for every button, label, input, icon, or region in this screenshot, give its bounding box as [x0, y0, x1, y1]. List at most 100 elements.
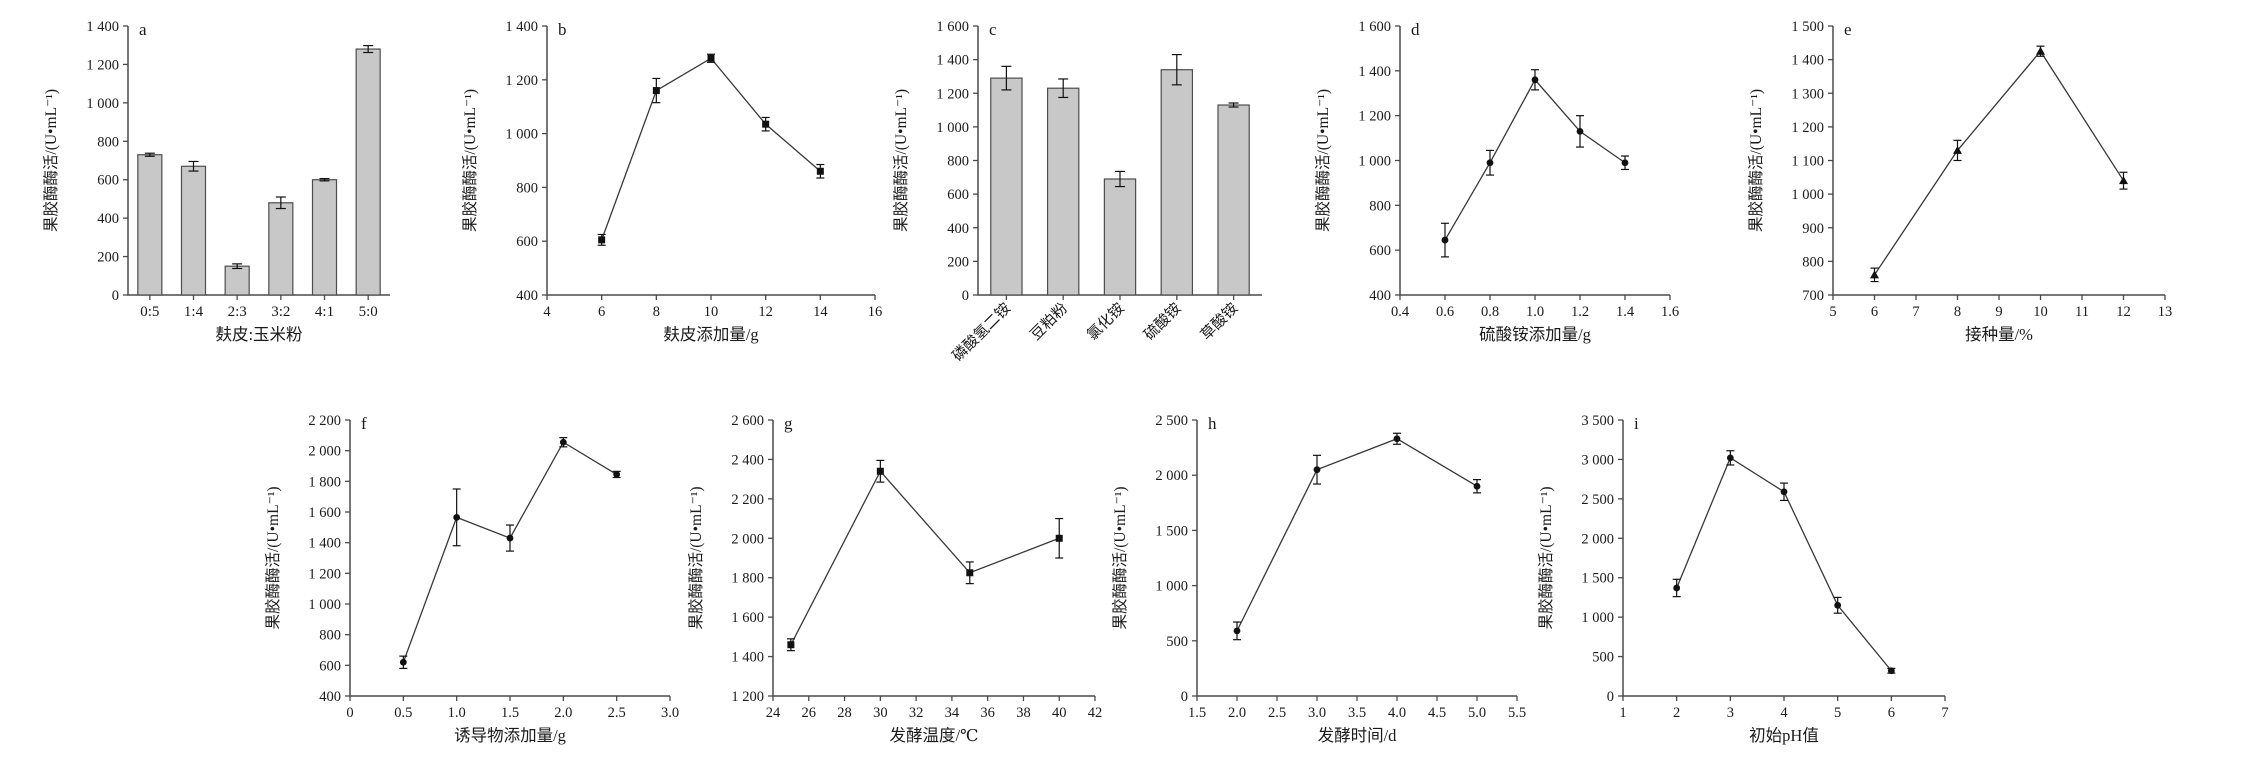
svg-text:1 600: 1 600 [1358, 19, 1391, 35]
svg-text:果胶酶酶活/(U•mL⁻¹): 果胶酶酶活/(U•mL⁻¹) [1537, 486, 1555, 629]
svg-text:600: 600 [1369, 243, 1391, 259]
svg-text:1 300: 1 300 [1791, 86, 1824, 102]
svg-text:4: 4 [543, 304, 551, 320]
bar-c-1 [1046, 87, 1080, 296]
svg-text:1 600: 1 600 [936, 19, 969, 35]
svg-text:800: 800 [947, 154, 969, 170]
bar-a-5 [355, 48, 381, 296]
svg-text:2 500: 2 500 [1581, 492, 1614, 508]
marker-h-0 [1233, 627, 1241, 635]
svg-text:1 200: 1 200 [731, 689, 764, 705]
svg-text:硫酸铵: 硫酸铵 [1141, 300, 1185, 344]
svg-text:1 100: 1 100 [1791, 154, 1824, 170]
marker-d-2 [1531, 76, 1539, 84]
panel-e: 700 800 900 1 000 1 100 1 200 1 300 1 400 1 500 果… [1741, 8, 2179, 353]
svg-text:2.0: 2.0 [554, 705, 572, 721]
xlabel-e: 接种量/% [1965, 325, 2033, 344]
svg-text:24: 24 [766, 705, 781, 721]
panel-letter-e: e [1844, 20, 1852, 39]
bar-c-2 [1103, 178, 1137, 296]
svg-text:1 200: 1 200 [86, 57, 119, 73]
svg-text:1 500: 1 500 [1581, 571, 1614, 587]
marker-b-3 [762, 120, 770, 128]
marker-i-3 [1834, 601, 1842, 609]
svg-text:1 000: 1 000 [1791, 187, 1824, 203]
svg-text:5: 5 [1829, 304, 1836, 320]
svg-text:2 000: 2 000 [1581, 531, 1614, 547]
xlabel-d: 硫酸铵添加量/g [1479, 325, 1591, 344]
marker-f-2 [506, 534, 514, 542]
svg-text:1 600: 1 600 [731, 610, 764, 626]
marker-f-0 [399, 658, 407, 666]
svg-text:42: 42 [1088, 705, 1103, 721]
svg-text:果胶酶酶活/(U•mL⁻¹): 果胶酶酶活/(U•mL⁻¹) [1111, 486, 1129, 629]
svg-text:氯化铵: 氯化铵 [1084, 300, 1128, 344]
panel-i: 0 500 1 000 1 500 2 000 2 500 3 000 3 500 果胶酶酶活/… [1531, 402, 1959, 754]
svg-text:400: 400 [947, 221, 969, 237]
svg-text:1 000: 1 000 [1155, 579, 1188, 595]
svg-text:10: 10 [704, 304, 719, 320]
marker-h-3 [1473, 482, 1481, 490]
svg-text:800: 800 [516, 180, 538, 196]
svg-text:2.0: 2.0 [1228, 705, 1246, 721]
svg-text:果胶酶酶活/(U•mL⁻¹): 果胶酶酶活/(U•mL⁻¹) [1747, 89, 1765, 232]
svg-text:0.4: 0.4 [1391, 304, 1410, 320]
svg-text:6: 6 [1888, 705, 1895, 721]
svg-text:1 000: 1 000 [86, 96, 119, 112]
svg-text:6: 6 [598, 304, 605, 320]
svg-text:1 000: 1 000 [1358, 154, 1391, 170]
svg-text:0: 0 [1181, 689, 1188, 705]
xlabel-g: 发酵温度/℃ [889, 726, 978, 745]
chart-i-svg: 0 500 1 000 1 500 2 000 2 500 3 000 3 500 果胶酶酶活/… [1537, 413, 1949, 745]
svg-text:1:4: 1:4 [184, 304, 204, 320]
svg-text:14: 14 [813, 304, 828, 320]
svg-text:2 000: 2 000 [308, 444, 341, 460]
svg-text:豆粕粉: 豆粕粉 [1027, 300, 1071, 344]
bar-c-0 [990, 77, 1023, 296]
panel-d: 400 600 800 1 000 1 200 1 400 1 600 果胶酶酶活/(U•mL… [1308, 8, 1684, 353]
axes-e: 700 800 900 1 000 1 100 1 200 1 300 1 400 1 500 果… [1747, 19, 2172, 344]
marker-b-2 [707, 54, 715, 62]
svg-text:0: 0 [346, 705, 353, 721]
svg-text:8: 8 [1954, 304, 1961, 320]
svg-text:1 200: 1 200 [1358, 109, 1391, 125]
svg-text:2 000: 2 000 [1155, 468, 1188, 484]
marker-g-1 [876, 467, 884, 475]
axes-h: 0 500 1 000 1 500 2 000 2 500 果胶酶酶活/(U•mL⁻¹) h 1… [1111, 413, 1526, 745]
svg-text:1 800: 1 800 [308, 474, 341, 490]
svg-text:4:1: 4:1 [315, 304, 334, 320]
marker-e-1 [1953, 145, 1962, 154]
svg-text:1 400: 1 400 [1791, 53, 1824, 69]
panel-letter-d: d [1411, 20, 1420, 39]
marker-i-1 [1726, 454, 1734, 462]
bar-a-3 [268, 202, 294, 296]
marker-b-0 [598, 236, 606, 244]
svg-text:7: 7 [1912, 304, 1919, 320]
marker-d-0 [1441, 236, 1449, 244]
svg-text:果胶酶酶活/(U•mL⁻¹): 果胶酶酶活/(U•mL⁻¹) [892, 89, 910, 232]
svg-text:2.5: 2.5 [608, 705, 626, 721]
svg-text:200: 200 [947, 254, 969, 270]
axes-b: 400 600 800 1 000 1 200 1 400 果胶酶酶活/(U•mL⁻¹) b 4… [461, 19, 882, 344]
marker-g-2 [966, 569, 974, 577]
svg-text:1 500: 1 500 [1791, 19, 1824, 35]
marker-g-0 [787, 641, 795, 649]
svg-text:400: 400 [97, 211, 119, 227]
svg-text:0.8: 0.8 [1481, 304, 1499, 320]
series-b [597, 53, 825, 246]
svg-text:8: 8 [653, 304, 660, 320]
svg-text:1.5: 1.5 [501, 705, 519, 721]
svg-text:16: 16 [868, 304, 883, 320]
svg-text:0: 0 [1607, 689, 1614, 705]
svg-text:10: 10 [2033, 304, 2048, 320]
axes-i: 0 500 1 000 1 500 2 000 2 500 3 000 3 500 果胶酶酶活/… [1537, 413, 1949, 745]
panel-letter-a: a [139, 20, 147, 39]
svg-text:5.5: 5.5 [1508, 705, 1526, 721]
svg-text:1.4: 1.4 [1616, 304, 1635, 320]
svg-text:800: 800 [97, 134, 119, 150]
marker-d-3 [1576, 127, 1584, 135]
svg-text:0.5: 0.5 [394, 705, 412, 721]
svg-text:5: 5 [1834, 705, 1841, 721]
series-h [1233, 432, 1481, 641]
svg-text:2 200: 2 200 [308, 413, 341, 429]
